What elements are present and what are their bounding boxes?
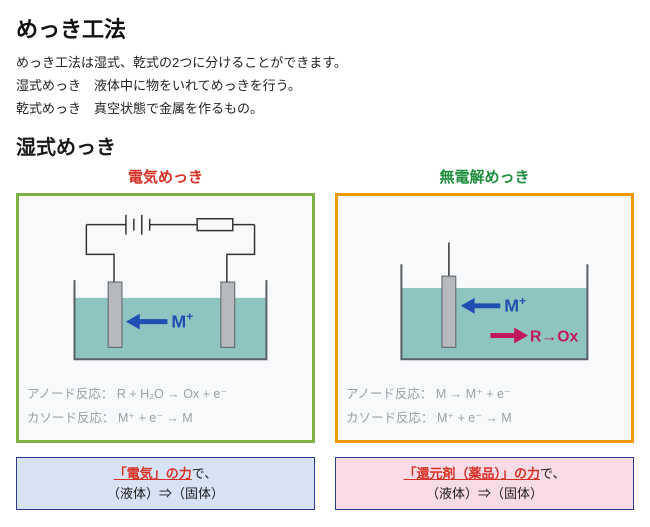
bottom-line2-right: （液体）⇒（固体） bbox=[426, 486, 543, 501]
intro-block: めっき工法は湿式、乾式の2つに分けることができます。 湿式めっき 液体中に物をい… bbox=[16, 52, 634, 117]
bottom-tail-left: で、 bbox=[192, 466, 217, 481]
rox-label: R→Ox bbox=[530, 328, 579, 345]
tank bbox=[74, 280, 266, 359]
ion-label: M bbox=[171, 312, 186, 332]
diagram-electroplating: M+ bbox=[27, 202, 304, 372]
cathode-eq-r: M⁺ + e⁻ → M bbox=[437, 411, 512, 425]
section-title: 湿式めっき bbox=[16, 131, 634, 160]
cathode-label: カソード反応： bbox=[27, 411, 115, 425]
panel-electroplating: M+ アノード反応： R + H₂O → Ox + e⁻ カソード反応： M⁺ … bbox=[16, 193, 315, 443]
cathode-eq: M⁺ + e⁻ → M bbox=[118, 411, 193, 425]
col-electroplating: 電気めっき bbox=[16, 164, 315, 510]
bottom-tail-right: で、 bbox=[540, 466, 565, 481]
reactions-right: アノード反応： M → M⁺ + e⁻ カソード反応： M⁺ + e⁻ → M bbox=[346, 383, 623, 431]
reactions-left: アノード反応： R + H₂O → Ox + e⁻ カソード反応： M⁺ + e… bbox=[27, 383, 304, 431]
cathode-label-r: カソード反応： bbox=[346, 411, 434, 425]
anode-eq: R + H₂O → Ox + e⁻ bbox=[117, 387, 227, 401]
bottom-em-left: 「電気」の力 bbox=[114, 466, 192, 481]
intro-line: 湿式めっき 液体中に物をいれてめっきを行う。 bbox=[16, 75, 634, 94]
anode-label: アノード反応： bbox=[27, 387, 113, 401]
bottom-line2-left: （液体）⇒（固体） bbox=[107, 486, 224, 501]
panel-electroless: M+ R→Ox アノード反応： M → M⁺ + e⁻ カソード反応： M⁺ bbox=[335, 193, 634, 443]
columns: 電気めっき bbox=[16, 164, 634, 510]
anode-eq-r: M → M⁺ + e⁻ bbox=[436, 387, 511, 401]
m-label: M bbox=[504, 296, 519, 316]
bottom-box-right: 「還元剤（薬品）」の力で、 （液体）⇒（固体） bbox=[335, 457, 634, 510]
col-electroless: 無電解めっき M+ bbox=[335, 164, 634, 510]
subhead-left: 電気めっき bbox=[16, 166, 315, 187]
bottom-box-left: 「電気」の力で、 （液体）⇒（固体） bbox=[16, 457, 315, 510]
bottom-em-right: 「還元剤（薬品）」の力 bbox=[404, 466, 541, 481]
intro-line: めっき工法は湿式、乾式の2つに分けることができます。 bbox=[16, 52, 634, 71]
subhead-right: 無電解めっき bbox=[335, 166, 634, 187]
intro-line: 乾式めっき 真空状態で金属を作るもの。 bbox=[16, 98, 634, 117]
anode-label-r: アノード反応： bbox=[346, 387, 432, 401]
diagram-electroless: M+ R→Ox bbox=[346, 202, 623, 372]
page-title: めっき工法 bbox=[16, 12, 634, 44]
